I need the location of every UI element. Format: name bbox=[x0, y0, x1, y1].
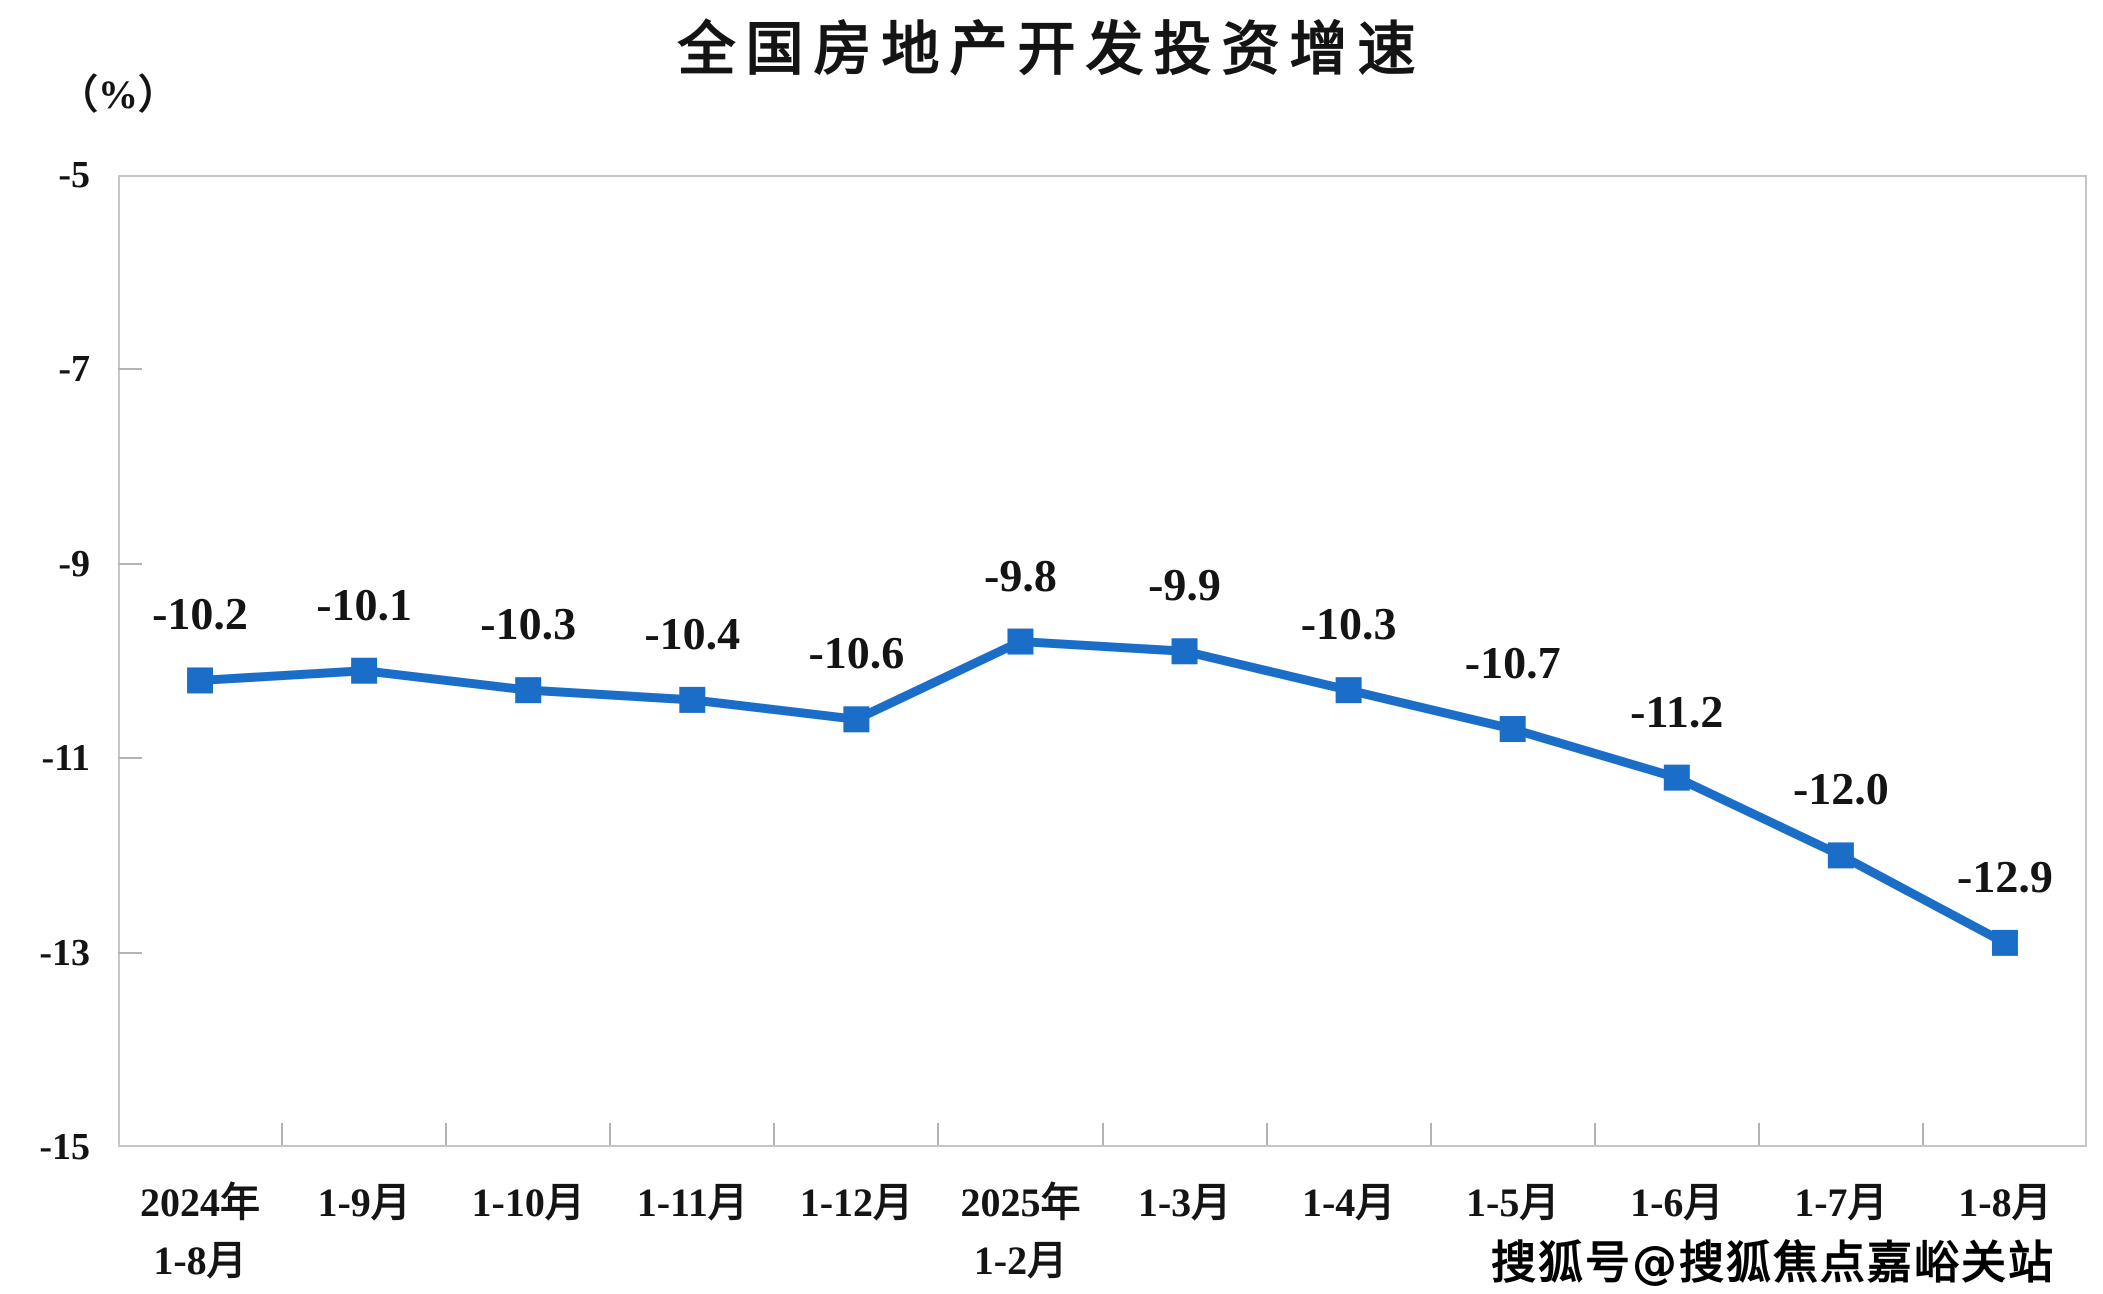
x-axis-tick-label: 1-6月 bbox=[1630, 1180, 1724, 1225]
y-axis-tick-label: -15 bbox=[39, 1126, 90, 1168]
x-axis-tick-label: 1-10月 bbox=[471, 1180, 585, 1225]
x-tick-mark bbox=[773, 1123, 776, 1145]
x-tick-mark bbox=[1921, 1123, 1924, 1145]
x-tick-mark bbox=[609, 1123, 612, 1145]
chart-title: 全国房地产开发投资增速 bbox=[677, 15, 1426, 83]
x-axis-tick-label: 2025年 bbox=[960, 1180, 1081, 1225]
x-axis-tick-label: 1-3月 bbox=[1137, 1180, 1232, 1225]
y-tick-mark bbox=[118, 757, 142, 760]
data-point-marker bbox=[1827, 842, 1854, 869]
data-point-marker bbox=[843, 706, 870, 733]
data-point-label: -10.3 bbox=[480, 598, 577, 650]
data-point-marker bbox=[351, 657, 378, 684]
data-point-label: -9.8 bbox=[984, 549, 1057, 601]
y-tick-mark bbox=[118, 368, 142, 371]
y-axis-tick-label: -9 bbox=[58, 542, 90, 585]
data-point-marker bbox=[1663, 764, 1690, 791]
x-axis-tick-label: 1-11月 bbox=[636, 1180, 748, 1225]
x-tick-mark bbox=[281, 1123, 284, 1145]
data-point-label: -10.3 bbox=[1300, 598, 1397, 650]
y-tick-mark bbox=[118, 951, 142, 954]
data-point-marker bbox=[1499, 716, 1526, 743]
x-axis-tick-label: 1-2月 bbox=[973, 1238, 1068, 1283]
x-tick-mark bbox=[1265, 1123, 1268, 1145]
x-axis-tick-label: 2024年 bbox=[140, 1180, 261, 1225]
y-axis-unit-label: （%） bbox=[58, 72, 178, 117]
y-axis-tick-label: -7 bbox=[58, 348, 90, 391]
data-point-marker bbox=[515, 677, 542, 704]
data-point-label: -12.9 bbox=[1957, 850, 2053, 902]
y-tick-mark bbox=[118, 562, 142, 565]
x-tick-mark bbox=[1757, 1123, 1760, 1145]
x-axis-tick-label: 1-9月 bbox=[317, 1180, 411, 1225]
data-point-marker bbox=[1171, 638, 1198, 665]
data-point-label: -9.9 bbox=[1148, 559, 1221, 611]
data-point-marker bbox=[187, 667, 214, 694]
data-point-label: -10.4 bbox=[644, 607, 741, 659]
y-axis-tick-label: -13 bbox=[39, 931, 90, 974]
x-tick-mark bbox=[445, 1123, 448, 1145]
data-point-label: -10.7 bbox=[1464, 637, 1561, 689]
x-tick-mark bbox=[1429, 1123, 1432, 1145]
x-axis-tick-label: 1-4月 bbox=[1301, 1180, 1396, 1225]
x-tick-mark bbox=[1593, 1123, 1596, 1145]
data-point-label: -11.2 bbox=[1630, 685, 1724, 737]
x-axis-tick-label: 1-8月 bbox=[1958, 1180, 2052, 1225]
x-axis-tick-label: 1-7月 bbox=[1794, 1180, 1888, 1225]
x-axis-tick-label: 1-8月 bbox=[153, 1238, 247, 1283]
x-axis-tick-label: 1-12月 bbox=[799, 1180, 914, 1225]
plot-area bbox=[118, 175, 2087, 1147]
data-point-label: -12.0 bbox=[1792, 763, 1889, 815]
data-point-marker bbox=[1991, 929, 2018, 956]
x-tick-mark bbox=[1101, 1123, 1104, 1145]
trend-line bbox=[195, 637, 2010, 948]
x-tick-mark bbox=[937, 1123, 940, 1145]
watermark: 搜狐号@搜狐焦点嘉峪关站 bbox=[1490, 1236, 2055, 1289]
data-point-label: -10.6 bbox=[808, 627, 905, 679]
data-point-label: -10.1 bbox=[316, 578, 413, 630]
data-point-label: -10.2 bbox=[152, 588, 248, 640]
y-axis-tick-label: -11 bbox=[41, 737, 90, 780]
data-point-marker bbox=[1335, 677, 1362, 704]
x-axis-tick-label: 1-5月 bbox=[1466, 1180, 1560, 1225]
y-axis-tick-label: -5 bbox=[58, 154, 90, 196]
data-point-marker bbox=[1007, 628, 1034, 655]
data-point-marker bbox=[679, 686, 706, 713]
